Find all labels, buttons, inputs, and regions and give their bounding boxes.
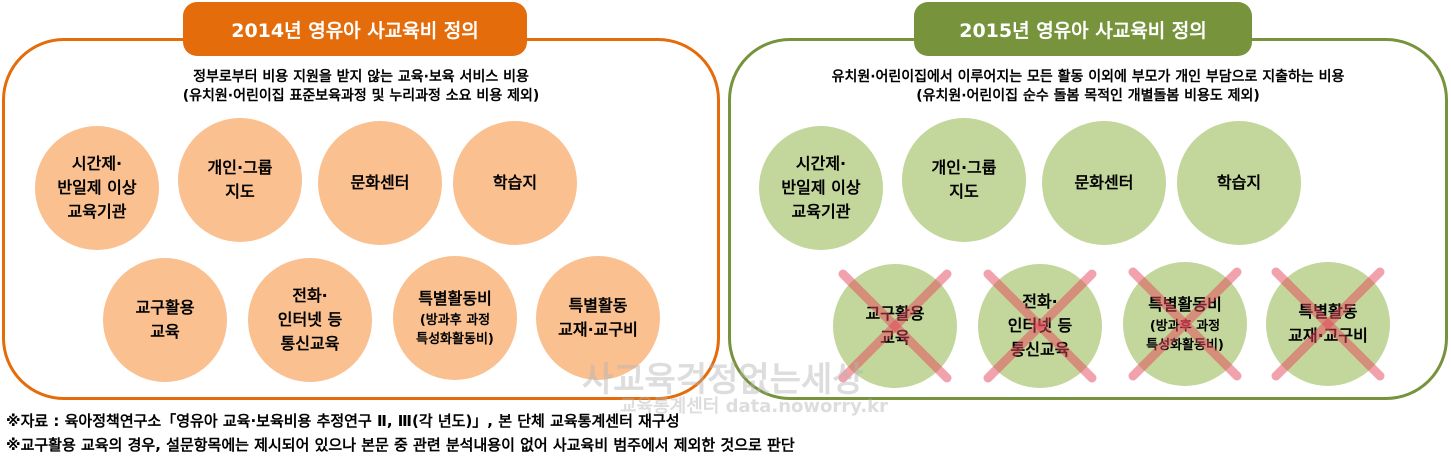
definition-note: (유치원·어린이집 순수 돌봄 목적인 개별돌봄 비용도 제외) — [916, 88, 1260, 104]
category-label: 문화센터 — [350, 173, 410, 192]
definition-2015: 유치원·어린이집에서 이루어지는 모든 활동 이외에 부모가 개인 부담으로 지… — [728, 68, 1448, 106]
category-label: 특별활동비 — [418, 289, 492, 308]
category-label: 통신교육 — [1010, 340, 1070, 359]
category-label: (방과후 과정 — [419, 313, 491, 328]
definition-note: (유치원·어린이집 표준보육과정 및 누리과정 소요 비용 제외) — [182, 88, 540, 104]
category-label: 지도 — [225, 182, 255, 201]
category-label: 특별활동 — [1298, 302, 1358, 321]
category-label: 반일제 이상 — [57, 178, 137, 197]
category-label: 특성화활동비) — [416, 332, 494, 347]
category-label: 인터넷 등 — [1007, 316, 1073, 335]
category-label: 교육기관 — [67, 202, 127, 221]
category-label: 교재·교구비 — [558, 320, 638, 339]
category-label: 통신교육 — [280, 334, 340, 353]
watermark-sub: 교육통계센터 data.noworry.kr — [620, 396, 888, 417]
category-label: 개인·그룹 — [931, 158, 997, 177]
category-label: 특별활동 — [568, 296, 628, 315]
category-label: 특별활동비 — [1148, 295, 1222, 314]
category-circle-2014: 문화센터 — [318, 121, 442, 245]
category-circle-2015: 문화센터 — [1042, 121, 1166, 245]
source-note: ※자료 : 육아정책연구소「영유아 교육·보육비용 추정연구 Ⅱ, Ⅲ(각 년도… — [6, 412, 680, 430]
category-label: 교재·교구비 — [1288, 326, 1368, 345]
category-label: 전화· — [1022, 292, 1058, 311]
category-label: 교구활용 — [135, 298, 195, 317]
category-label: 교구활용 — [865, 304, 925, 323]
category-label: 시간제· — [71, 154, 123, 173]
category-label: 지도 — [949, 182, 979, 201]
definition-line: 정부로부터 비용 지원을 받지 않는 교육·보육 서비스 비용 — [193, 69, 529, 85]
category-label: 학습지 — [492, 173, 538, 192]
title-2015: 2015년 영유아 사교육비 정의 — [914, 2, 1252, 56]
category-label: 반일제 이상 — [781, 178, 861, 197]
category-label: 교육 — [880, 328, 910, 347]
category-label: 교육기관 — [791, 202, 851, 221]
category-label: 특성화활동비) — [1146, 338, 1224, 353]
category-label: 인터넷 등 — [277, 310, 343, 329]
category-label: 시간제· — [795, 154, 847, 173]
category-circle-2014: 학습지 — [453, 121, 577, 245]
category-label: 교육 — [150, 322, 180, 341]
category-label: (방과후 과정 — [1149, 319, 1221, 334]
category-label: 학습지 — [1216, 173, 1262, 192]
exclusion-note: ※교구활용 교육의 경우, 설문항목에는 제시되어 있으나 본문 중 관련 분석… — [6, 436, 795, 454]
category-circle-2015: 학습지 — [1177, 121, 1301, 245]
category-label: 개인·그룹 — [207, 158, 273, 177]
title-2014: 2014년 영유아 사교육비 정의 — [183, 2, 527, 56]
category-label: 전화· — [292, 286, 328, 305]
watermark: 사교육걱정없는세상 — [582, 360, 864, 400]
definition-line: 유치원·어린이집에서 이루어지는 모든 활동 이외에 부모가 개인 부담으로 지… — [831, 69, 1345, 85]
definition-2014: 정부로부터 비용 지원을 받지 않는 교육·보육 서비스 비용 (유치원·어린이… — [2, 68, 720, 106]
category-label: 문화센터 — [1074, 173, 1134, 192]
